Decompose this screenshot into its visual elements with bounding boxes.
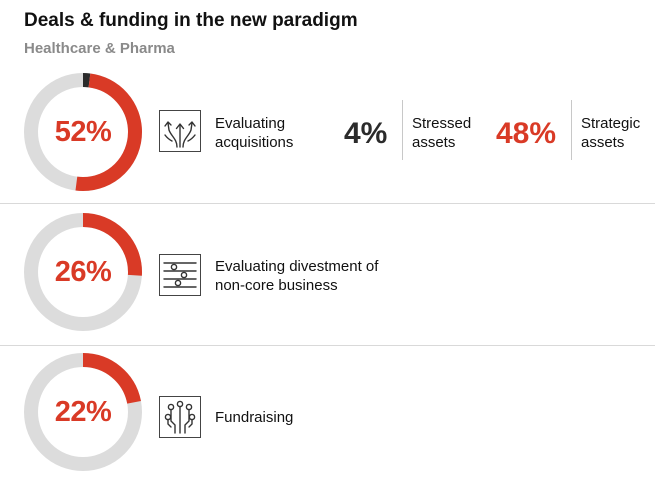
diverging-arrows-icon	[159, 110, 201, 152]
donut-value-label: 52%	[54, 116, 112, 148]
chart-subtitle: Healthcare & Pharma	[24, 40, 175, 57]
row-label: Fundraising	[215, 408, 293, 427]
stressed-assets-value: 4%	[344, 117, 388, 150]
strategic-assets-label-line2: assets	[581, 134, 625, 151]
donut-value-label: 22%	[54, 396, 112, 428]
stressed-assets-label-line2: assets	[412, 134, 456, 151]
row-divider	[0, 345, 655, 346]
chart-title: Deals & funding in the new paradigm	[24, 10, 358, 31]
row-label: Evaluating acquisitions	[215, 114, 293, 152]
strategic-assets-label-line1: Strategic	[581, 115, 641, 132]
donut-value-label: 26%	[54, 256, 112, 288]
row-acquisitions: 52% Evaluating acquisitions 4% Stressed …	[0, 70, 655, 200]
row-fundraising: 22% Fundraising	[0, 350, 655, 480]
donut-slice-stressed	[24, 73, 142, 191]
row-divestment: 26% Evaluating divestment of non-core bu…	[0, 210, 655, 340]
stressed-assets-label-line1: Stressed	[412, 115, 472, 132]
strategic-assets-label: Strategic assets	[581, 114, 640, 152]
donut-chart	[24, 353, 142, 471]
row-label-line1: Fundraising	[215, 409, 294, 426]
donut-slice-value	[24, 213, 142, 331]
divider-line	[571, 100, 572, 160]
row-label-line2: acquisitions	[215, 134, 294, 151]
row-label-line1: Evaluating	[215, 115, 286, 132]
row-label-line1: Evaluating divestment of	[215, 258, 379, 275]
donut-slice-value	[24, 353, 142, 471]
donut-chart	[24, 213, 142, 331]
divider-line	[402, 100, 403, 160]
stressed-assets-label: Stressed assets	[412, 114, 471, 152]
donut-slice-value	[24, 73, 142, 191]
circuit-icon	[159, 396, 201, 438]
row-label-line2: non-core business	[215, 277, 338, 294]
row-divider	[0, 203, 655, 204]
strategic-assets-value: 48%	[496, 117, 557, 150]
row-label: Evaluating divestment of non-core busine…	[215, 257, 378, 295]
sliders-icon	[159, 254, 201, 296]
donut-chart	[24, 73, 142, 191]
